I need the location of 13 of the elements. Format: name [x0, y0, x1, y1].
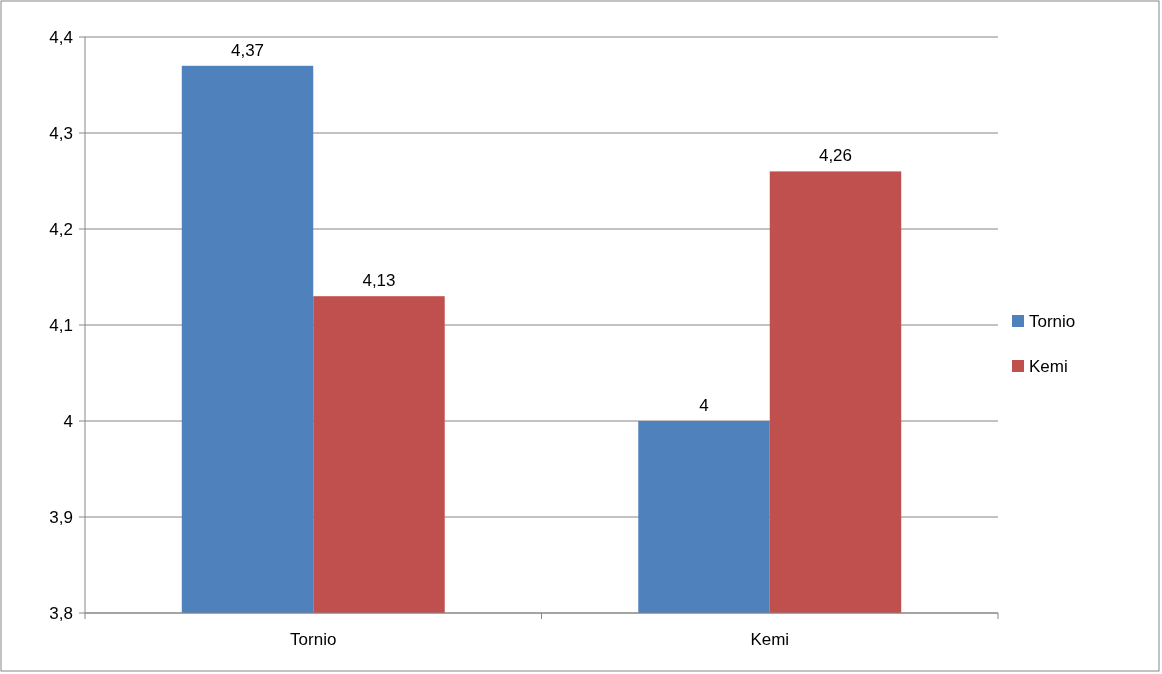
legend-label: Tornio [1029, 311, 1076, 331]
data-label: 4,37 [230, 40, 265, 60]
y-tick-label: 4,4 [49, 27, 73, 47]
y-tick-label: 3,8 [49, 603, 73, 623]
y-tick-label: 4,1 [49, 315, 73, 335]
y-tick-label: 3,9 [49, 507, 73, 527]
y-tick-label: 4,2 [49, 219, 73, 239]
y-tick-label: 4,3 [49, 123, 73, 143]
y-tick-label: 4 [63, 411, 73, 431]
data-label: 4 [699, 396, 709, 415]
data-label: 4,26 [818, 146, 853, 166]
data-label: 4,13 [362, 271, 396, 291]
legend-label: Kemi [1029, 356, 1068, 376]
